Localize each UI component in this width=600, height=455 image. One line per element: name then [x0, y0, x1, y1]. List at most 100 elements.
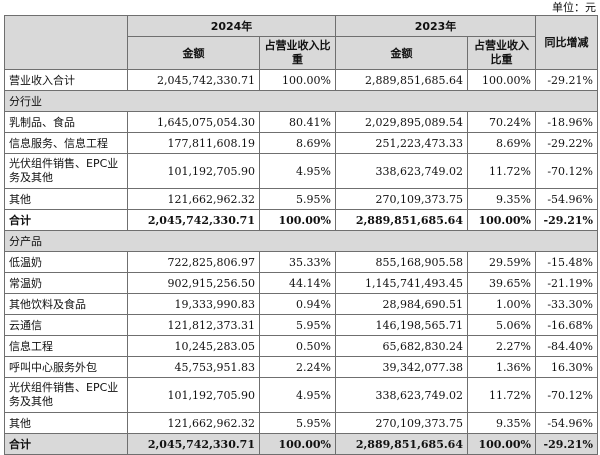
yoy-change: -29.21%	[535, 69, 598, 91]
table-row: 光伏组件销售、EPC业务及其他 101,192,705.90 4.95% 338…	[4, 377, 598, 413]
total-row: 营业收入合计 2,045,742,330.71 100.00% 2,889,85…	[4, 69, 598, 91]
section-title: 分行业	[4, 90, 598, 112]
amount-2024: 45,753,951.83	[127, 356, 260, 378]
header-year-2023: 2023年	[335, 15, 536, 37]
yoy-change: -70.12%	[535, 377, 598, 413]
row-label: 常温奶	[4, 272, 128, 294]
yoy-change: -15.48%	[535, 251, 598, 273]
yoy-change: -29.22%	[535, 132, 598, 154]
amount-2024: 1,645,075,054.30	[127, 111, 260, 133]
amount-2024: 902,915,256.50	[127, 272, 260, 294]
row-label-text: 光伏组件销售、EPC业务及其他	[9, 157, 119, 184]
yoy-change: -21.19%	[535, 272, 598, 294]
table-row: 信息服务、信息工程 177,811,608.19 8.69% 251,223,4…	[4, 132, 598, 154]
subtotal-row: 合计 2,045,742,330.71 100.00% 2,889,851,68…	[4, 433, 598, 455]
amount-2023: 146,198,565.71	[335, 314, 468, 336]
table-body: 营业收入合计 2,045,742,330.71 100.00% 2,889,85…	[4, 69, 598, 455]
share-2024: 100.00%	[259, 209, 336, 231]
yoy-change: -84.40%	[535, 335, 598, 357]
row-label: 其他	[4, 412, 128, 434]
amount-2024: 2,045,742,330.71	[127, 433, 260, 455]
share-2024: 80.41%	[259, 111, 336, 133]
row-label: 营业收入合计	[4, 69, 128, 91]
table-row: 云通信 121,812,373.31 5.95% 146,198,565.71 …	[4, 314, 598, 336]
share-2024: 5.95%	[259, 314, 336, 336]
share-2023: 1.36%	[467, 356, 536, 378]
section-by-product: 分产品	[4, 230, 598, 252]
yoy-change: -54.96%	[535, 412, 598, 434]
amount-2023: 2,889,851,685.64	[335, 69, 468, 91]
table-row: 乳制品、食品 1,645,075,054.30 80.41% 2,029,895…	[4, 111, 598, 133]
amount-2023: 855,168,905.58	[335, 251, 468, 273]
share-2024: 100.00%	[259, 433, 336, 455]
yoy-change: -16.68%	[535, 314, 598, 336]
amount-2024: 722,825,806.97	[127, 251, 260, 273]
amount-2023: 338,623,749.02	[335, 377, 468, 413]
unit-label: 单位：元	[552, 1, 596, 14]
amount-2023: 270,109,373.75	[335, 412, 468, 434]
share-2024: 0.94%	[259, 293, 336, 315]
amount-2024: 19,333,990.83	[127, 293, 260, 315]
share-2024: 5.95%	[259, 412, 336, 434]
table-row: 其他 121,662,962.32 5.95% 270,109,373.75 9…	[4, 412, 598, 434]
share-2023: 9.35%	[467, 412, 536, 434]
table-row: 其他饮料及食品 19,333,990.83 0.94% 28,984,690.5…	[4, 293, 598, 315]
row-label-text: 光伏组件销售、EPC业务及其他	[9, 381, 119, 408]
row-label: 其他饮料及食品	[4, 293, 128, 315]
row-label: 其他	[4, 188, 128, 210]
share-2023: 5.06%	[467, 314, 536, 336]
header-share-2024: 占营业收入比重	[259, 36, 336, 70]
share-2024: 0.50%	[259, 335, 336, 357]
share-2023: 100.00%	[467, 69, 536, 91]
yoy-change: -33.30%	[535, 293, 598, 315]
share-2023: 11.72%	[467, 153, 536, 189]
row-label: 合计	[4, 209, 128, 231]
header-share-2023: 占营业收入比重	[467, 36, 536, 70]
header-share-2024-text: 占营业收入比重	[264, 39, 331, 66]
share-2023: 39.65%	[467, 272, 536, 294]
amount-2023: 65,682,830.24	[335, 335, 468, 357]
amount-2024: 121,662,962.32	[127, 412, 260, 434]
amount-2024: 121,812,373.31	[127, 314, 260, 336]
amount-2024: 177,811,608.19	[127, 132, 260, 154]
table-row: 光伏组件销售、EPC业务及其他 101,192,705.90 4.95% 338…	[4, 153, 598, 189]
amount-2023: 39,342,077.38	[335, 356, 468, 378]
header-yoy: 同比增减	[535, 15, 598, 70]
yoy-change: -29.21%	[535, 433, 598, 455]
row-label: 光伏组件销售、EPC业务及其他	[4, 377, 128, 413]
subtotal-row: 合计 2,045,742,330.71 100.00% 2,889,851,68…	[4, 209, 598, 231]
share-2023: 1.00%	[467, 293, 536, 315]
table-row: 低温奶 722,825,806.97 35.33% 855,168,905.58…	[4, 251, 598, 273]
share-2024: 35.33%	[259, 251, 336, 273]
header-share-2023-text: 占营业收入比重	[474, 39, 529, 66]
amount-2024: 101,192,705.90	[127, 153, 260, 189]
amount-2024: 121,662,962.32	[127, 188, 260, 210]
row-label: 呼叫中心服务外包	[4, 356, 128, 378]
share-2023: 2.27%	[467, 335, 536, 357]
header-amount-2024: 金额	[127, 36, 260, 70]
table-row: 信息工程 10,245,283.05 0.50% 65,682,830.24 2…	[4, 335, 598, 357]
share-2024: 100.00%	[259, 69, 336, 91]
amount-2023: 338,623,749.02	[335, 153, 468, 189]
yoy-change: -70.12%	[535, 153, 598, 189]
row-label: 乳制品、食品	[4, 111, 128, 133]
section-by-industry: 分行业	[4, 90, 598, 112]
amount-2023: 270,109,373.75	[335, 188, 468, 210]
amount-2023: 28,984,690.51	[335, 293, 468, 315]
header-blank-cell	[4, 15, 128, 70]
amount-2023: 2,889,851,685.64	[335, 209, 468, 231]
share-2023: 70.24%	[467, 111, 536, 133]
header-year-2024: 2024年	[127, 15, 336, 37]
share-2023: 8.69%	[467, 132, 536, 154]
row-label: 合计	[4, 433, 128, 455]
yoy-change: -29.21%	[535, 209, 598, 231]
section-title: 分产品	[4, 230, 598, 252]
amount-2024: 2,045,742,330.71	[127, 69, 260, 91]
share-2023: 29.59%	[467, 251, 536, 273]
amount-2024: 10,245,283.05	[127, 335, 260, 357]
share-2023: 11.72%	[467, 377, 536, 413]
header-amount-2023: 金额	[335, 36, 468, 70]
revenue-table: 2024年 2023年 同比增减 金额 占营业收入比重 金额 占营业收入比重 营…	[4, 15, 598, 455]
share-2024: 4.95%	[259, 377, 336, 413]
amount-2023: 251,223,473.33	[335, 132, 468, 154]
